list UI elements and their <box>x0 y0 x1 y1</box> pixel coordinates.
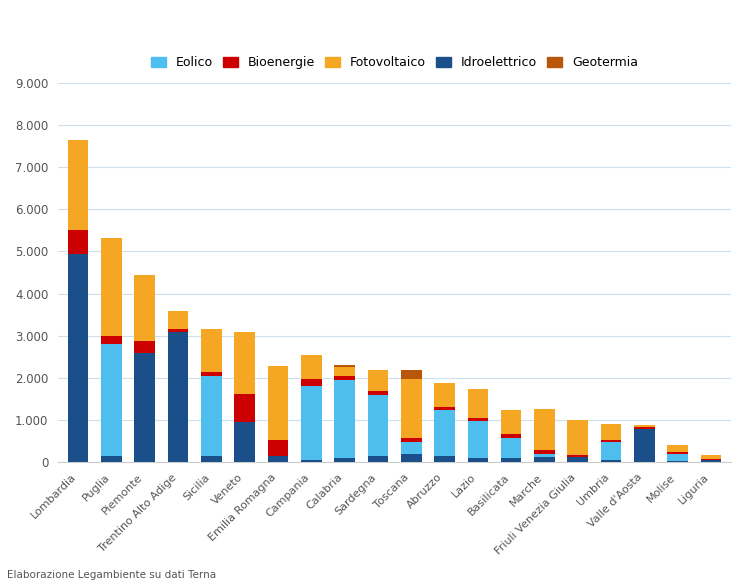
Bar <box>534 450 555 454</box>
Bar <box>434 384 455 408</box>
Bar <box>68 254 89 462</box>
Bar <box>501 410 521 434</box>
Bar <box>368 456 388 462</box>
Bar <box>301 460 322 462</box>
Bar <box>501 434 521 438</box>
Bar <box>634 425 655 427</box>
Bar <box>601 424 621 440</box>
Text: Elaborazione Legambiente su dati Terna: Elaborazione Legambiente su dati Terna <box>7 570 216 580</box>
Bar <box>401 438 421 442</box>
Bar <box>601 442 621 460</box>
Bar <box>568 420 588 455</box>
Bar <box>168 332 188 462</box>
Bar <box>201 329 222 372</box>
Bar <box>534 457 555 462</box>
Bar <box>434 456 455 462</box>
Bar <box>334 366 355 367</box>
Bar <box>534 409 555 450</box>
Bar <box>201 376 222 456</box>
Bar <box>468 458 488 462</box>
Bar <box>201 456 222 462</box>
Bar <box>668 454 688 461</box>
Bar <box>634 429 655 462</box>
Bar <box>234 394 255 422</box>
Bar <box>334 380 355 458</box>
Bar <box>368 370 388 391</box>
Bar <box>268 366 288 440</box>
Bar <box>401 370 421 379</box>
Bar <box>101 344 122 456</box>
Bar <box>668 461 688 462</box>
Bar <box>700 460 721 462</box>
Bar <box>334 376 355 380</box>
Bar <box>401 379 421 438</box>
Bar <box>334 458 355 462</box>
Bar <box>468 389 488 417</box>
Legend: Eolico, Bioenergie, Fotovoltaico, Idroelettrico, Geotermia: Eolico, Bioenergie, Fotovoltaico, Idroel… <box>145 51 643 74</box>
Bar <box>134 341 155 353</box>
Bar <box>168 311 188 329</box>
Bar <box>700 458 721 460</box>
Bar <box>301 355 322 379</box>
Bar <box>168 329 188 332</box>
Bar <box>101 237 122 336</box>
Bar <box>468 422 488 458</box>
Bar <box>268 456 288 462</box>
Bar <box>368 395 388 456</box>
Bar <box>134 353 155 462</box>
Bar <box>700 455 721 458</box>
Bar <box>668 445 688 452</box>
Bar <box>501 458 521 462</box>
Bar <box>401 442 421 454</box>
Bar <box>68 140 89 230</box>
Bar <box>368 391 388 395</box>
Bar <box>101 336 122 344</box>
Bar <box>501 438 521 458</box>
Bar <box>234 332 255 394</box>
Bar <box>201 372 222 376</box>
Bar <box>68 230 89 254</box>
Bar <box>668 452 688 454</box>
Bar <box>601 460 621 462</box>
Bar <box>468 417 488 422</box>
Bar <box>301 387 322 460</box>
Bar <box>234 422 255 462</box>
Bar <box>601 440 621 442</box>
Bar <box>434 410 455 456</box>
Bar <box>401 454 421 462</box>
Bar <box>334 367 355 376</box>
Bar <box>634 427 655 429</box>
Bar <box>134 275 155 341</box>
Bar <box>268 440 288 456</box>
Bar <box>434 408 455 410</box>
Bar <box>301 379 322 387</box>
Bar <box>568 455 588 457</box>
Bar <box>534 454 555 457</box>
Bar <box>101 456 122 462</box>
Bar <box>568 457 588 462</box>
